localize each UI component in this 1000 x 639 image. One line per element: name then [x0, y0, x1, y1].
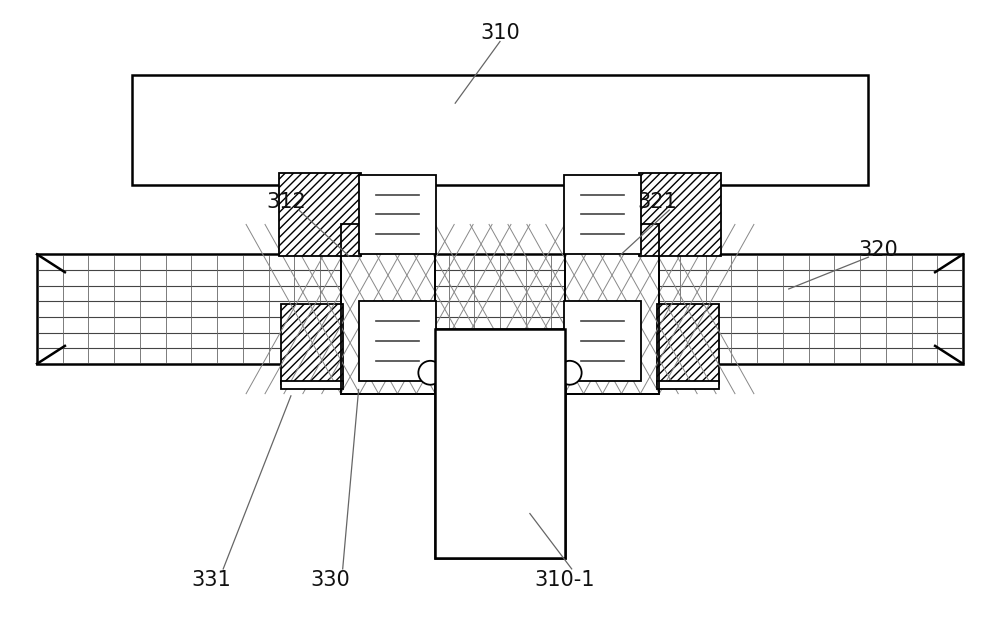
Text: 320: 320 [858, 240, 898, 259]
Bar [281, 381, 343, 389]
Text: 331: 331 [191, 571, 231, 590]
Bar [359, 301, 436, 381]
Circle shape [558, 361, 582, 385]
Bar [341, 224, 435, 394]
Bar [435, 329, 565, 558]
Bar [341, 224, 435, 394]
Bar [281, 304, 343, 384]
Circle shape [418, 361, 442, 385]
Bar [565, 224, 659, 394]
Bar [564, 174, 641, 254]
Bar [564, 301, 641, 381]
Bar [435, 329, 565, 558]
Text: 310: 310 [480, 23, 520, 43]
Text: 312: 312 [266, 192, 306, 212]
Text: 321: 321 [637, 192, 677, 212]
Bar [639, 173, 721, 256]
Bar [565, 224, 659, 394]
Text: 310-1: 310-1 [534, 571, 595, 590]
Bar [37, 254, 963, 364]
Bar [359, 174, 436, 254]
Bar [279, 173, 361, 256]
Text: 330: 330 [311, 571, 351, 590]
Bar [657, 381, 719, 389]
Bar [657, 304, 719, 384]
Bar [132, 75, 868, 185]
